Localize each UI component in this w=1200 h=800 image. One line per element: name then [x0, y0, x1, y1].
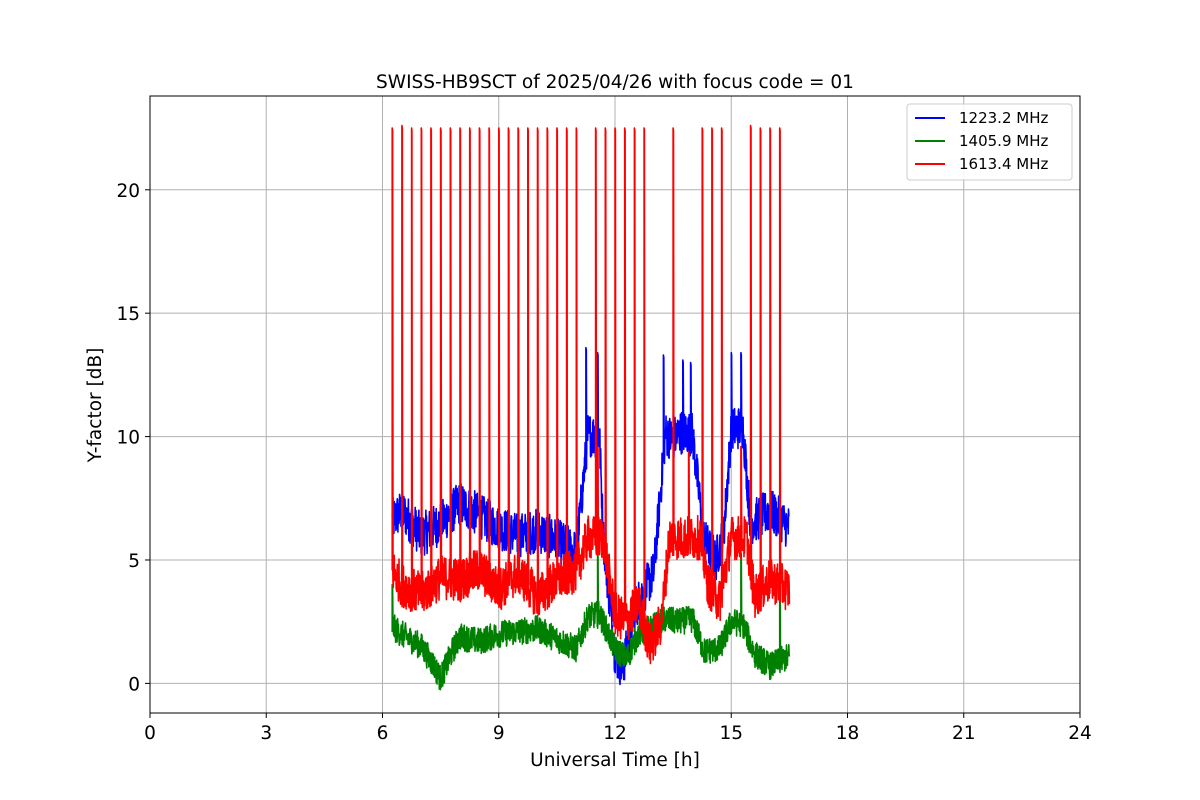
y-tick-label: 20: [116, 181, 140, 202]
x-tick-label: 18: [836, 723, 860, 744]
x-tick-label: 9: [493, 723, 505, 744]
legend-entry: 1613.4 MHz: [959, 155, 1048, 173]
series-line: [391, 546, 791, 691]
plot-area: [391, 124, 791, 691]
x-tick-label: 0: [144, 723, 156, 744]
legend-entry: 1223.2 MHz: [959, 109, 1048, 127]
chart-title: SWISS-HB9SCT of 2025/04/26 with focus co…: [376, 72, 854, 93]
y-tick-label: 5: [128, 551, 140, 572]
y-tick-label: 10: [116, 428, 140, 449]
x-tick-label: 6: [377, 723, 389, 744]
legend: 1223.2 MHz 1405.9 MHz 1613.4 MHz: [906, 103, 1073, 181]
y-axis-label: Y-factor [dB]: [85, 348, 106, 464]
y-tick-label: 15: [116, 304, 140, 325]
legend-entry: 1405.9 MHz: [959, 132, 1048, 150]
x-tick-label: 12: [603, 723, 627, 744]
series-1405-9-mhz: [391, 546, 791, 691]
series-1613-4-mhz: [391, 124, 791, 665]
legend-box: [906, 103, 1073, 181]
x-tick-label: 21: [952, 723, 976, 744]
y-axis: 0 5 10 15 20: [116, 181, 150, 695]
series-1223-2-mhz: [391, 346, 790, 686]
x-axis-label: Universal Time [h]: [530, 750, 700, 771]
y-tick-label: 0: [128, 674, 140, 695]
series-layer: [391, 124, 791, 691]
x-tick-label: 3: [260, 723, 272, 744]
x-tick-label: 15: [719, 723, 743, 744]
x-tick-label: 24: [1068, 723, 1092, 744]
series-line: [391, 346, 790, 686]
series-line: [391, 124, 791, 665]
x-axis: 0 3 6 9 12 15 18 21 24: [144, 713, 1092, 744]
